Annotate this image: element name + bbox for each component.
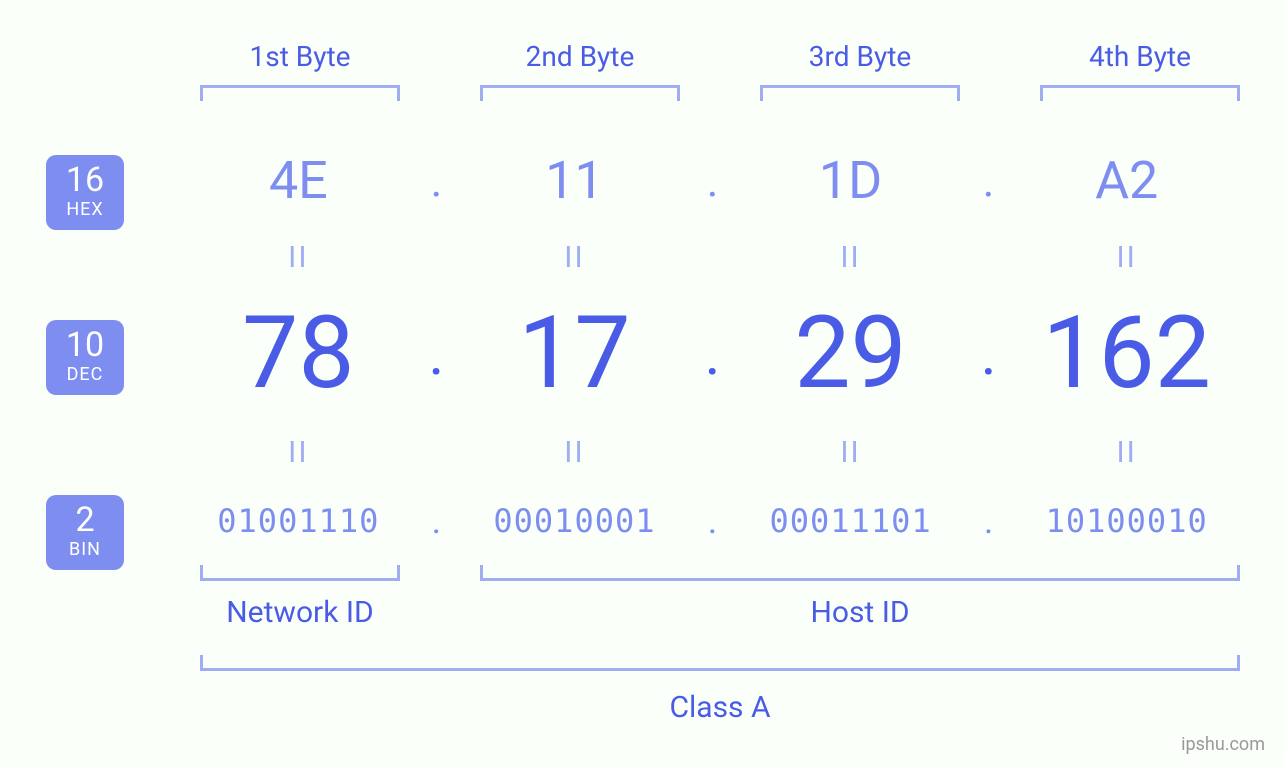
bin-byte: 01001110 [180,502,417,540]
base-badge-dec: 10 DEC [46,320,124,395]
bin-byte: 00011101 [732,502,969,540]
bin-row: 01001110 . 00010001 . 00011101 . 1010001… [180,500,1245,542]
dot: . [969,318,1008,389]
bracket-icon [760,85,960,101]
equals-row: II II II II [180,240,1245,275]
bracket-icon [480,565,1240,581]
dot: . [969,155,1008,207]
hex-byte: A2 [1008,150,1245,211]
hex-byte: 1D [732,150,969,211]
hex-row: 4E . 11 . 1D . A2 [180,150,1245,211]
dot: . [693,500,732,542]
bracket-icon [200,565,400,581]
equals-icon: II [732,435,969,470]
badge-label: BIN [46,539,124,560]
dot: . [969,500,1008,542]
byte-label: 2nd Byte [460,40,700,73]
network-id-label: Network ID [200,595,400,630]
host-id-label: Host ID [480,595,1240,630]
hex-byte: 11 [456,150,693,211]
hex-byte: 4E [180,150,417,211]
class-label: Class A [200,690,1240,725]
equals-icon: II [1008,435,1245,470]
bin-byte: 00010001 [456,502,693,540]
base-badge-bin: 2 BIN [46,495,124,570]
equals-row: II II II II [180,435,1245,470]
equals-icon: II [180,435,417,470]
byte-label: 1st Byte [180,40,420,73]
bracket-icon [200,655,1240,671]
badge-num: 10 [46,328,124,362]
dec-byte: 17 [456,295,693,412]
dec-row: 78 . 17 . 29 . 162 [180,295,1245,412]
badge-num: 2 [46,503,124,537]
base-badge-hex: 16 HEX [46,155,124,230]
equals-icon: II [732,240,969,275]
dec-byte: 162 [1008,295,1245,412]
bracket-icon [200,85,400,101]
equals-icon: II [180,240,417,275]
equals-icon: II [456,240,693,275]
badge-label: DEC [46,364,124,385]
equals-icon: II [456,435,693,470]
ip-diagram: 1st Byte 2nd Byte 3rd Byte 4th Byte 16 H… [0,0,1285,767]
dec-byte: 29 [732,295,969,412]
dot: . [417,318,456,389]
dec-byte: 78 [180,295,417,412]
bracket-icon [480,85,680,101]
byte-label: 3rd Byte [740,40,980,73]
equals-icon: II [1008,240,1245,275]
dot: . [693,318,732,389]
dot: . [417,155,456,207]
badge-num: 16 [46,163,124,197]
dot: . [693,155,732,207]
watermark: ipshu.com [1181,734,1265,755]
dot: . [417,500,456,542]
byte-label: 4th Byte [1020,40,1260,73]
badge-label: HEX [46,199,124,220]
bin-byte: 10100010 [1008,502,1245,540]
bracket-icon [1040,85,1240,101]
